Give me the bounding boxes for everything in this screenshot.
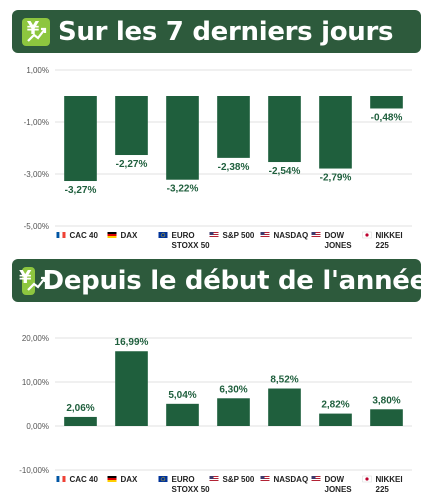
flag-jp-icon xyxy=(362,231,372,239)
flag-eu-icon xyxy=(158,476,168,482)
data-label: -0,48% xyxy=(371,112,403,123)
category-label: STOXX 50 xyxy=(172,241,211,250)
category-label: DAX xyxy=(121,231,139,240)
bar xyxy=(370,409,403,426)
category-label: STOXX 50 xyxy=(172,485,211,494)
bar xyxy=(166,403,199,426)
y-tick-label: 1,00% xyxy=(26,66,49,75)
category-label: NIKKEI xyxy=(376,231,403,240)
y-tick-label: -1,00% xyxy=(24,118,49,127)
banner-7-days: ¥ Sur les 7 derniers jours xyxy=(12,10,421,53)
bar xyxy=(166,96,199,180)
bar xyxy=(370,96,403,109)
data-label: -2,38% xyxy=(218,162,250,173)
flag-de-icon xyxy=(107,476,117,482)
category-label: NIKKEI xyxy=(376,475,403,484)
bar xyxy=(268,96,301,163)
category-label: EURO xyxy=(172,231,195,240)
y-tick-label: 0,00% xyxy=(26,422,49,431)
flag-us-icon xyxy=(209,232,219,238)
flag-us-icon xyxy=(260,232,270,238)
y-tick-label: 10,00% xyxy=(22,378,49,387)
flag-eu-icon xyxy=(158,232,168,238)
flag-us-icon xyxy=(311,476,321,482)
y-tick-label: 20,00% xyxy=(22,334,49,343)
flag-de-icon xyxy=(107,232,117,238)
flag-jp-icon xyxy=(362,475,372,483)
chart-ytd: 20,00% 10,00% 0,00% -10,00% 2,06% CAC 40 16,99… xyxy=(19,334,412,494)
category-label: DAX xyxy=(121,475,139,484)
category-label: 225 xyxy=(376,241,390,250)
data-label: -3,27% xyxy=(65,185,97,196)
data-label: 6,30% xyxy=(219,384,247,395)
y-tick-label: -3,00% xyxy=(24,170,49,179)
category-label: 225 xyxy=(376,485,390,494)
category-label: CAC 40 xyxy=(70,231,99,240)
yen-chart-icon: ¥ xyxy=(19,266,47,295)
flag-fr-icon xyxy=(56,475,66,483)
data-label: -2,79% xyxy=(320,173,352,184)
data-label: 2,82% xyxy=(321,400,349,411)
bar xyxy=(64,416,97,426)
flag-us-icon xyxy=(209,476,219,482)
bar xyxy=(64,96,97,182)
bar xyxy=(115,96,148,156)
data-label: 2,06% xyxy=(66,403,94,414)
bar xyxy=(115,351,148,426)
category-label: NASDAQ xyxy=(274,231,309,240)
bar xyxy=(217,398,250,426)
data-label: 3,80% xyxy=(372,395,400,406)
flag-us-icon xyxy=(260,476,270,482)
category-label: DOW xyxy=(325,231,345,240)
category-label: CAC 40 xyxy=(70,475,99,484)
bar xyxy=(268,388,301,426)
category-label: DOW xyxy=(325,475,345,484)
bar xyxy=(217,96,250,158)
category-label: EURO xyxy=(172,475,195,484)
data-label: 8,52% xyxy=(270,375,298,386)
category-label: NASDAQ xyxy=(274,475,309,484)
bar xyxy=(319,413,352,426)
flag-us-icon xyxy=(311,232,321,238)
bar xyxy=(319,96,352,169)
chart-7-days: 1,00% -1,00% -3,00% -5,00% -3,27% CAC 40 -2,27… xyxy=(24,66,412,250)
y-tick-label: -5,00% xyxy=(24,222,49,231)
data-label: -2,27% xyxy=(116,159,148,170)
data-label: 5,04% xyxy=(168,390,196,401)
data-label: 16,99% xyxy=(115,337,149,348)
data-label: -3,22% xyxy=(167,184,199,195)
category-label: S&P 500 xyxy=(223,231,255,240)
yen-chart-icon: ¥ xyxy=(22,17,50,46)
data-label: -2,54% xyxy=(269,166,301,177)
category-label: S&P 500 xyxy=(223,475,255,484)
section-title: Depuis le début de l'année xyxy=(42,265,428,296)
category-label: JONES xyxy=(325,485,353,494)
section-title: Sur les 7 derniers jours xyxy=(58,16,394,47)
y-tick-label: -10,00% xyxy=(19,466,49,475)
category-label: JONES xyxy=(325,241,353,250)
banner-ytd: ¥ Depuis le début de l'année xyxy=(12,259,427,302)
flag-fr-icon xyxy=(56,231,66,239)
